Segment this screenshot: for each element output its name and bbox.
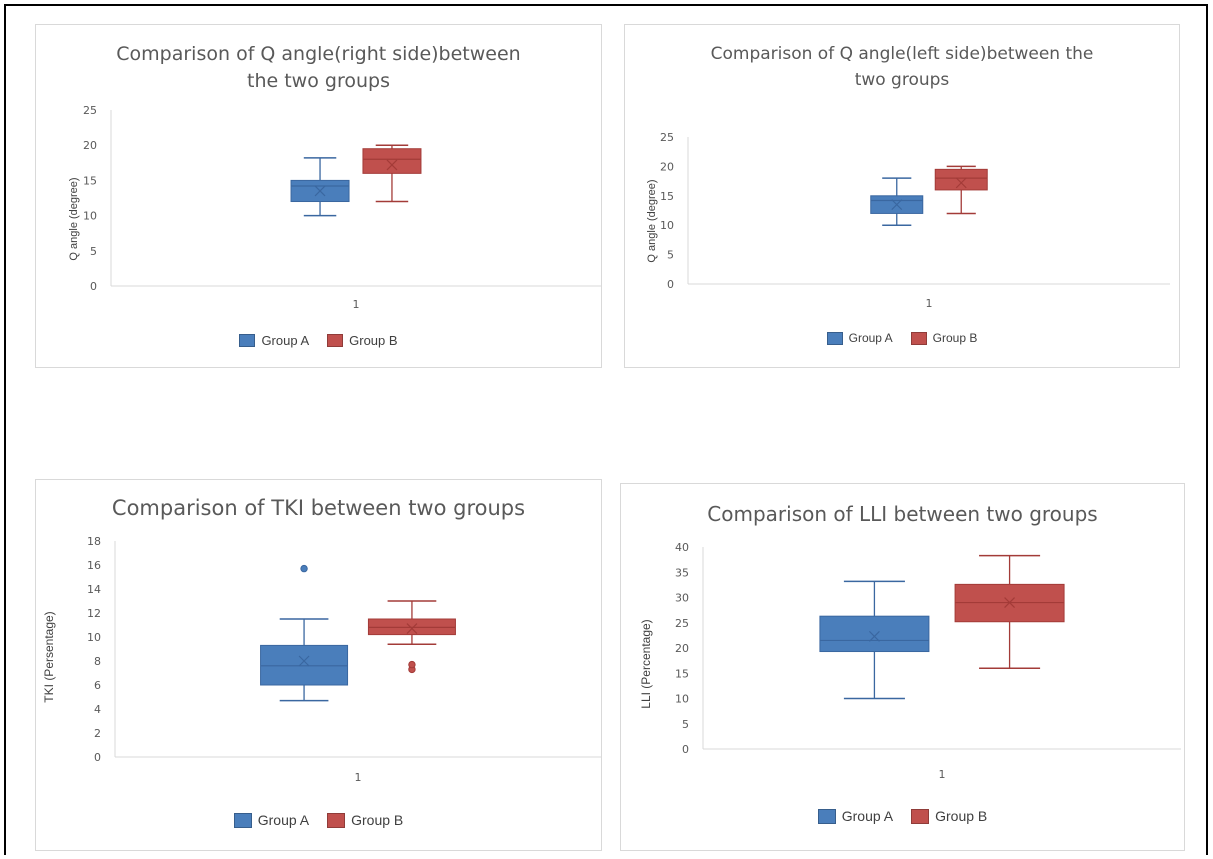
- mean-marker-group-a: [298, 655, 310, 667]
- y-tick-label: 0: [90, 280, 97, 293]
- chart-panel-q-angle-right: Comparison of Q angle(right side)between…: [35, 24, 602, 368]
- legend-swatch-group-a: [817, 808, 836, 824]
- y-tick-label: 15: [675, 667, 689, 680]
- y-tick-label: 25: [83, 104, 97, 117]
- mean-marker-group-b: [955, 177, 967, 189]
- y-tick-label: 5: [682, 718, 689, 731]
- y-tick-label: 15: [83, 174, 97, 187]
- y-tick-label: 15: [660, 190, 674, 203]
- chart-title: Comparison of LLI between two groups: [707, 502, 1098, 526]
- legend-item-group-a: Group A: [239, 333, 309, 348]
- chart-plot: 0 2 4 6 8 10 12 14 16 18 1: [87, 535, 601, 784]
- legend-item-group-b: Group B: [910, 331, 977, 345]
- chart-panel-q-angle-left: Comparison of Q angle(left side)between …: [624, 24, 1180, 368]
- outlier-point-group-a: [300, 564, 308, 573]
- box-group-b: [934, 168, 988, 191]
- y-tick-label: 10: [675, 693, 689, 706]
- chart-title: Comparison of TKI between two groups: [111, 496, 526, 520]
- y-tick-label: 14: [87, 583, 101, 596]
- legend-swatch-group-a: [233, 812, 252, 828]
- chart-plot: 0 5 10 15 20 25 1: [83, 104, 601, 311]
- legend: Group A Group B: [625, 331, 1179, 345]
- y-tick-label: 18: [87, 535, 101, 548]
- mean-marker-group-a: [891, 199, 903, 211]
- chart-plot: 0 5 10 15 20 25 1: [660, 131, 1170, 310]
- chart-title: Comparison of Q angle(left side)between …: [710, 44, 1094, 90]
- y-tick-label: 10: [87, 631, 101, 644]
- y-tick-label: 40: [675, 541, 689, 554]
- legend-item-group-b: Group B: [911, 808, 987, 824]
- y-tick-label: 5: [90, 245, 97, 258]
- x-tick-label: 1: [939, 768, 946, 781]
- mean-marker-group-b: [406, 623, 418, 635]
- x-tick-label: 1: [926, 297, 933, 310]
- legend-swatch-group-a: [239, 334, 256, 347]
- legend-swatch-group-b: [327, 334, 344, 347]
- y-tick-label: 4: [94, 703, 101, 716]
- legend-item-group-b: Group B: [327, 333, 398, 348]
- y-tick-label: 10: [83, 210, 97, 223]
- mean-marker-group-b: [1004, 597, 1016, 608]
- y-tick-label: 12: [87, 607, 101, 620]
- y-tick-label: 0: [682, 743, 689, 756]
- y-tick-label: 2: [94, 727, 101, 740]
- legend-swatch-group-a: [826, 331, 843, 345]
- x-tick-label: 1: [353, 298, 360, 311]
- legend: Group A Group B: [36, 333, 601, 348]
- legend: Group A Group B: [621, 808, 1184, 824]
- y-tick-label: 30: [675, 592, 689, 605]
- mean-marker-group-a: [314, 185, 326, 197]
- y-tick-label: 16: [87, 559, 101, 572]
- legend: Group A Group B: [36, 812, 601, 828]
- y-tick-label: 25: [675, 617, 689, 630]
- y-tick-label: 20: [83, 139, 97, 152]
- y-tick-label: 5: [667, 249, 674, 262]
- legend-item-group-a: Group A: [817, 808, 893, 824]
- box-group-b: [362, 148, 422, 174]
- y-tick-label: 0: [667, 278, 674, 291]
- y-tick-label: 0: [94, 751, 101, 764]
- box-group-a: [819, 615, 930, 653]
- legend-swatch-group-b: [911, 808, 930, 824]
- chart-panel-tki: Comparison of TKI between two groups TKI…: [35, 479, 602, 851]
- figure-frame: [4, 4, 1208, 855]
- y-tick-label: 8: [94, 655, 101, 668]
- legend-swatch-group-b: [910, 331, 927, 345]
- legend-item-group-a: Group A: [826, 331, 893, 345]
- y-tick-label: 6: [94, 679, 101, 692]
- y-tick-label: 25: [660, 131, 674, 144]
- chart-panel-lli: Comparison of LLI between two groups LLI…: [620, 483, 1185, 851]
- outlier-point-group-b: [408, 660, 416, 669]
- chart-plot: 0 5 10 15 20 25 30 35 40 1: [675, 541, 1181, 781]
- y-tick-label: 35: [675, 566, 689, 579]
- chart-title: Comparison of Q angle(right side)between…: [116, 43, 521, 92]
- mean-marker-group-b: [386, 159, 398, 171]
- x-tick-label: 1: [355, 771, 362, 784]
- legend-item-group-b: Group B: [327, 812, 403, 828]
- y-tick-label: 20: [675, 642, 689, 655]
- y-tick-label: 10: [660, 219, 674, 232]
- y-tick-label: 20: [660, 160, 674, 173]
- legend-item-group-a: Group A: [233, 812, 309, 828]
- mean-marker-group-a: [868, 630, 880, 642]
- legend-swatch-group-b: [327, 812, 346, 828]
